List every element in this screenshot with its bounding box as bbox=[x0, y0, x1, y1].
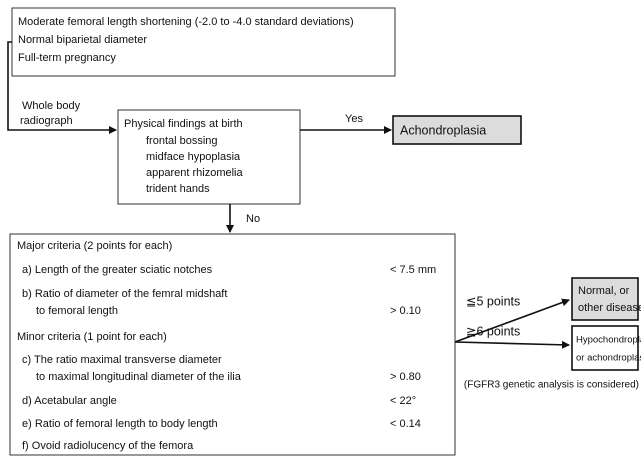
result-label: Hypochondroplasia bbox=[576, 335, 641, 346]
start-line: Moderate femoral length shortening (-2.0… bbox=[18, 16, 354, 28]
findings-item: frontal bossing bbox=[146, 135, 218, 147]
criteria-threshold: < 22° bbox=[390, 395, 416, 407]
edge-label: Yes bbox=[345, 113, 363, 125]
criteria-item: e) Ratio of femoral length to body lengt… bbox=[22, 418, 218, 430]
result-label: other disease bbox=[578, 302, 641, 314]
criteria-item: to femoral length bbox=[36, 305, 118, 317]
criteria-item: c) The ratio maximal transverse diameter bbox=[22, 354, 222, 366]
criteria-item: a) Length of the greater sciatic notches bbox=[22, 264, 213, 276]
edge-label: Whole body bbox=[22, 100, 81, 112]
result-box bbox=[571, 325, 639, 371]
edge-label: ≧6 points bbox=[466, 324, 520, 338]
edge-label: radiograph bbox=[20, 115, 73, 127]
arrow bbox=[454, 298, 570, 343]
note: (FGFR3 genetic analysis is considered) bbox=[464, 380, 639, 391]
criteria-threshold: > 0.10 bbox=[390, 305, 421, 317]
criteria-item: to maximal longitudinal diameter of the … bbox=[36, 371, 242, 383]
criteria-box bbox=[9, 233, 456, 456]
result-box bbox=[571, 277, 639, 321]
criteria-threshold: < 7.5 mm bbox=[390, 264, 436, 276]
criteria-threshold: < 0.14 bbox=[390, 418, 421, 430]
findings-title: Physical findings at birth bbox=[124, 118, 243, 130]
criteria-item: f) Ovoid radiolucency of the femora bbox=[22, 440, 194, 452]
criteria-threshold: > 0.80 bbox=[390, 371, 421, 383]
edge-label: ≦5 points bbox=[466, 294, 520, 308]
result-label: Normal, or bbox=[578, 285, 630, 297]
criteria-item: d) Acetabular angle bbox=[22, 395, 117, 407]
arrow bbox=[454, 340, 570, 349]
result-box bbox=[392, 115, 522, 145]
criteria-heading: Major criteria (2 points for each) bbox=[17, 240, 172, 252]
findings-item: midface hypoplasia bbox=[146, 151, 241, 163]
criteria-item: b) Ratio of diameter of the femral midsh… bbox=[22, 288, 227, 300]
findings-box bbox=[117, 109, 301, 205]
edge-label: No bbox=[246, 213, 260, 225]
connector bbox=[7, 41, 117, 134]
start-line: Full-term pregnancy bbox=[18, 52, 116, 64]
result-label: Achondroplasia bbox=[400, 123, 486, 137]
start-box bbox=[11, 7, 396, 77]
criteria-heading: Minor criteria (1 point for each) bbox=[17, 331, 167, 343]
start-line: Normal biparietal diameter bbox=[18, 34, 147, 46]
result-label: or achondroplasia bbox=[576, 353, 641, 364]
findings-item: apparent rhizomelia bbox=[146, 167, 243, 179]
findings-item: trident hands bbox=[146, 183, 210, 195]
